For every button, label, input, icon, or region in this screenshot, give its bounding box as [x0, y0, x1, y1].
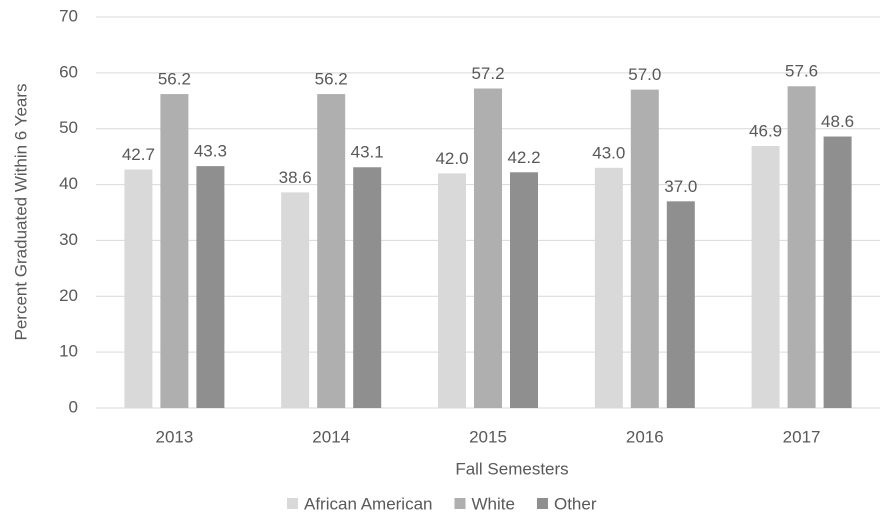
x-tick-label: 2016 — [626, 427, 664, 446]
y-tick-label: 30 — [59, 230, 78, 249]
value-label: 43.1 — [351, 143, 384, 162]
bar — [787, 86, 816, 409]
bar — [196, 166, 225, 408]
value-label: 48.6 — [821, 112, 854, 131]
value-label: 46.9 — [749, 122, 782, 141]
value-label: 37.0 — [664, 177, 697, 196]
bar — [438, 173, 466, 408]
bar — [823, 136, 852, 408]
bar — [124, 169, 153, 408]
y-tick-label: 70 — [59, 6, 78, 25]
bar — [594, 167, 623, 408]
value-label: 57.6 — [785, 62, 818, 81]
y-tick-label: 60 — [59, 62, 78, 81]
value-label: 57.2 — [471, 64, 504, 83]
y-tick-label: 50 — [59, 118, 78, 137]
value-label: 43.0 — [592, 143, 625, 162]
value-label: 42.2 — [507, 148, 540, 167]
x-tick-label: 2017 — [783, 427, 821, 446]
bar — [281, 192, 310, 408]
y-axis-label: Percent Graduated Within 6 Years — [11, 83, 30, 340]
bar — [630, 89, 659, 408]
legend-label: African American — [304, 494, 433, 513]
bar — [751, 146, 780, 408]
bar — [666, 201, 695, 408]
bar — [510, 172, 538, 408]
y-tick-label: 0 — [69, 397, 78, 416]
y-tick-label: 40 — [59, 174, 78, 193]
value-label: 38.6 — [279, 168, 312, 187]
value-label: 42.7 — [122, 145, 155, 164]
legend-label: White — [472, 494, 515, 513]
bar — [353, 167, 382, 408]
legend-swatch — [454, 498, 466, 509]
x-tick-label: 2014 — [312, 427, 350, 446]
bar — [474, 88, 502, 409]
value-label: 56.2 — [158, 70, 191, 89]
value-label: 56.2 — [315, 70, 348, 89]
legend-swatch — [536, 498, 548, 509]
bar — [160, 94, 189, 408]
legend-label: Other — [554, 494, 597, 513]
value-label: 42.0 — [435, 149, 468, 168]
y-tick-label: 10 — [59, 342, 78, 361]
bar — [317, 94, 346, 408]
value-label: 57.0 — [628, 65, 661, 84]
value-label: 43.3 — [194, 142, 227, 161]
x-tick-label: 2013 — [155, 427, 193, 446]
x-tick-label: 2015 — [469, 427, 507, 446]
x-axis-label: Fall Semesters — [455, 459, 568, 478]
legend-swatch — [287, 498, 298, 509]
y-tick-label: 20 — [59, 286, 78, 305]
